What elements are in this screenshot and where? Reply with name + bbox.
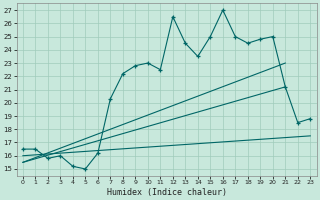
X-axis label: Humidex (Indice chaleur): Humidex (Indice chaleur)	[107, 188, 227, 197]
